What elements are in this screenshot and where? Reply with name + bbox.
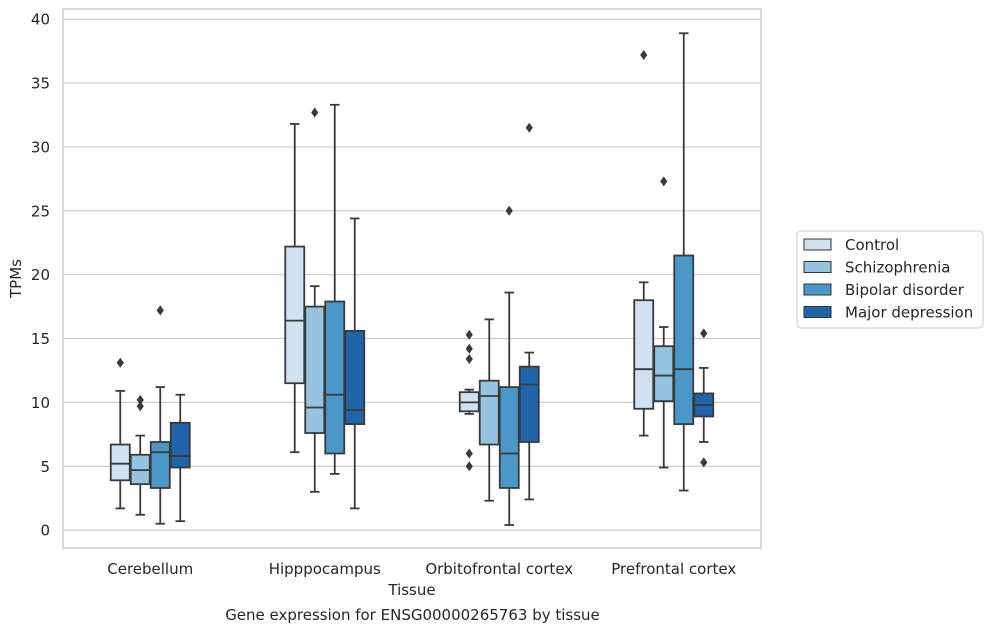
legend-label: Schizophrenia (845, 259, 950, 277)
outlier-point (136, 401, 144, 412)
box (478, 379, 500, 446)
box (633, 299, 655, 410)
x-tick-label: Prefrontal cortex (611, 560, 736, 578)
outlier-point (136, 394, 144, 405)
outlier-point (156, 305, 164, 316)
legend-label: Control (845, 236, 899, 254)
outlier-point (660, 176, 668, 187)
outlier-point (465, 461, 473, 472)
outlier-point (465, 353, 473, 364)
outlier-point (465, 448, 473, 459)
box (518, 365, 540, 443)
legend-swatch (803, 283, 832, 296)
box (673, 254, 695, 426)
x-tick-label: Cerebellum (107, 560, 193, 578)
legend-swatch (803, 261, 832, 273)
box (653, 345, 675, 403)
legend-swatch (803, 238, 832, 251)
x-axis-label: Tissue (387, 581, 435, 599)
box (149, 441, 171, 489)
box (344, 329, 366, 426)
y-tick-label: 15 (31, 330, 50, 348)
outlier-point (700, 457, 708, 468)
plot-frame (62, 8, 762, 549)
legend-swatch (803, 306, 832, 318)
x-tick-label: Hipppocampus (269, 560, 381, 578)
box (169, 421, 191, 469)
y-axis-label: TPMs (7, 259, 25, 299)
outlier-point (700, 328, 708, 339)
outlier-point (525, 122, 533, 133)
y-tick-label: 35 (31, 75, 50, 93)
outlier-point (505, 205, 513, 216)
box (304, 305, 326, 434)
box (284, 245, 306, 385)
y-tick-label: 10 (31, 394, 50, 412)
y-tick-label: 25 (31, 202, 50, 220)
y-tick-label: 0 (40, 522, 50, 540)
x-tick-label: Orbitofrontal cortex (425, 560, 573, 578)
y-tick-label: 40 (31, 11, 50, 29)
outlier-point (311, 107, 319, 118)
figure-caption: Gene expression for ENSG00000265763 by t… (225, 606, 600, 624)
outlier-point (116, 357, 124, 368)
outlier-point (465, 329, 473, 340)
box (498, 386, 520, 489)
legend (796, 230, 984, 329)
legend-label: Bipolar disorder (845, 281, 965, 299)
y-tick-label: 20 (31, 266, 50, 284)
outlier-point (465, 343, 473, 354)
y-tick-label: 30 (31, 138, 50, 156)
outlier-point (640, 49, 648, 60)
box (109, 443, 131, 482)
box (324, 300, 346, 455)
y-tick-label: 5 (40, 458, 50, 476)
legend-label: Major depression (845, 304, 973, 322)
